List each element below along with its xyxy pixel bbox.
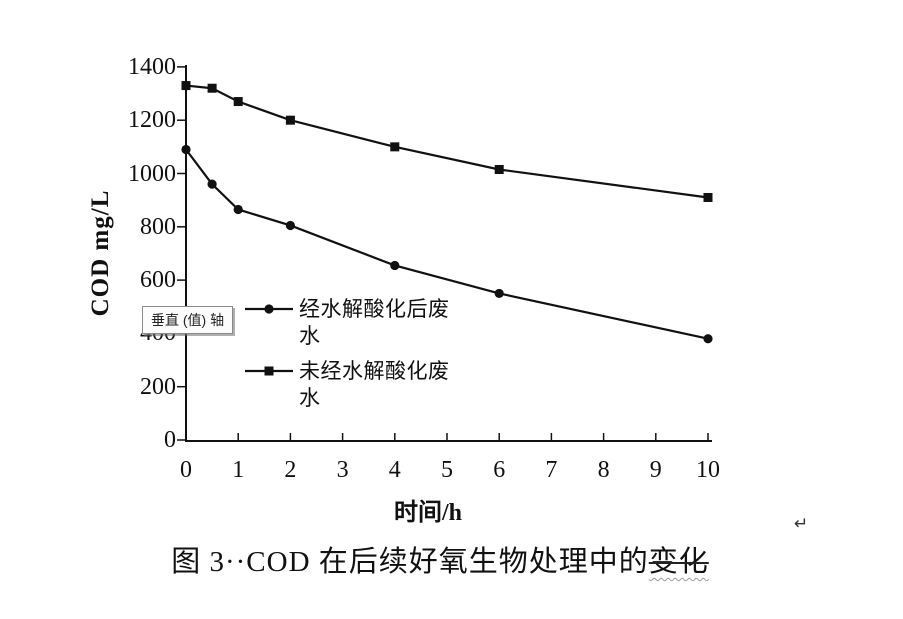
x-tick-label: 4 [388, 457, 401, 483]
data-point-square[interactable] [390, 142, 400, 152]
axis-tooltip-text: 垂直 (值) 轴 [151, 312, 225, 328]
caption-struck-text: 变化 [648, 546, 709, 578]
caption-struck-wrap: 变化 [649, 546, 709, 578]
y-tick-label: 1400 [128, 53, 176, 80]
x-tick-label: 1 [232, 457, 245, 483]
data-point-square[interactable] [181, 81, 191, 91]
figure-caption: 图 3··COD 在后续好氧生物处理中的变化 [0, 538, 880, 580]
data-point-circle[interactable] [285, 220, 295, 231]
data-point-square[interactable] [494, 165, 504, 175]
x-tick-label: 9 [649, 457, 662, 483]
y-tick-label: 1200 [128, 107, 176, 134]
legend-item-treated[interactable]: 经水解酸化后废水 [243, 296, 457, 350]
line-break-mark: ↵ [794, 514, 809, 534]
data-point-square[interactable] [233, 97, 243, 107]
x-tick-label: 5 [441, 457, 453, 483]
y-tick-label: 0 [164, 427, 176, 453]
x-tick-label: 8 [597, 457, 610, 483]
x-tick-label: 3 [336, 457, 349, 483]
data-point-circle[interactable] [390, 260, 400, 271]
y-tick-label: 200 [140, 373, 176, 400]
legend-label: 经水解酸化后废水 [299, 297, 450, 348]
data-point-circle[interactable] [233, 204, 243, 215]
square-series-marker-icon [243, 359, 295, 388]
data-point-circle[interactable] [207, 179, 217, 189]
y-tick-label: 1000 [128, 160, 176, 187]
y-axis-title: COD mg/L [87, 189, 114, 317]
y-tick-label: 600 [140, 267, 176, 294]
x-tick-label: 7 [545, 457, 558, 483]
x-tick-label: 6 [493, 457, 506, 483]
circle-series-marker-icon [243, 297, 295, 326]
data-point-circle[interactable] [494, 288, 504, 299]
chart-legend: 经水解酸化后废水 未经水解酸化废水 [243, 296, 457, 420]
x-tick-label: 2 [284, 457, 297, 483]
data-point-circle[interactable] [703, 334, 713, 344]
data-point-square[interactable] [285, 115, 295, 125]
x-axis-title: 时间/h [393, 500, 463, 526]
data-point-circle[interactable] [181, 144, 191, 155]
series-line-1[interactable] [185, 84, 709, 199]
axis-tooltip: 垂直 (值) 轴 [142, 306, 234, 334]
data-point-square[interactable] [703, 192, 713, 202]
data-point-square[interactable] [207, 83, 217, 93]
legend-label: 未经水解酸化废水 [299, 359, 450, 410]
x-tick-label: 10 [696, 457, 720, 483]
y-tick-label: 800 [140, 213, 176, 240]
x-tick-label: 0 [180, 457, 192, 483]
caption-text: 图 3··COD 在后续好氧生物处理中的 [171, 546, 649, 578]
legend-item-untreated[interactable]: 未经水解酸化废水 [243, 358, 457, 412]
